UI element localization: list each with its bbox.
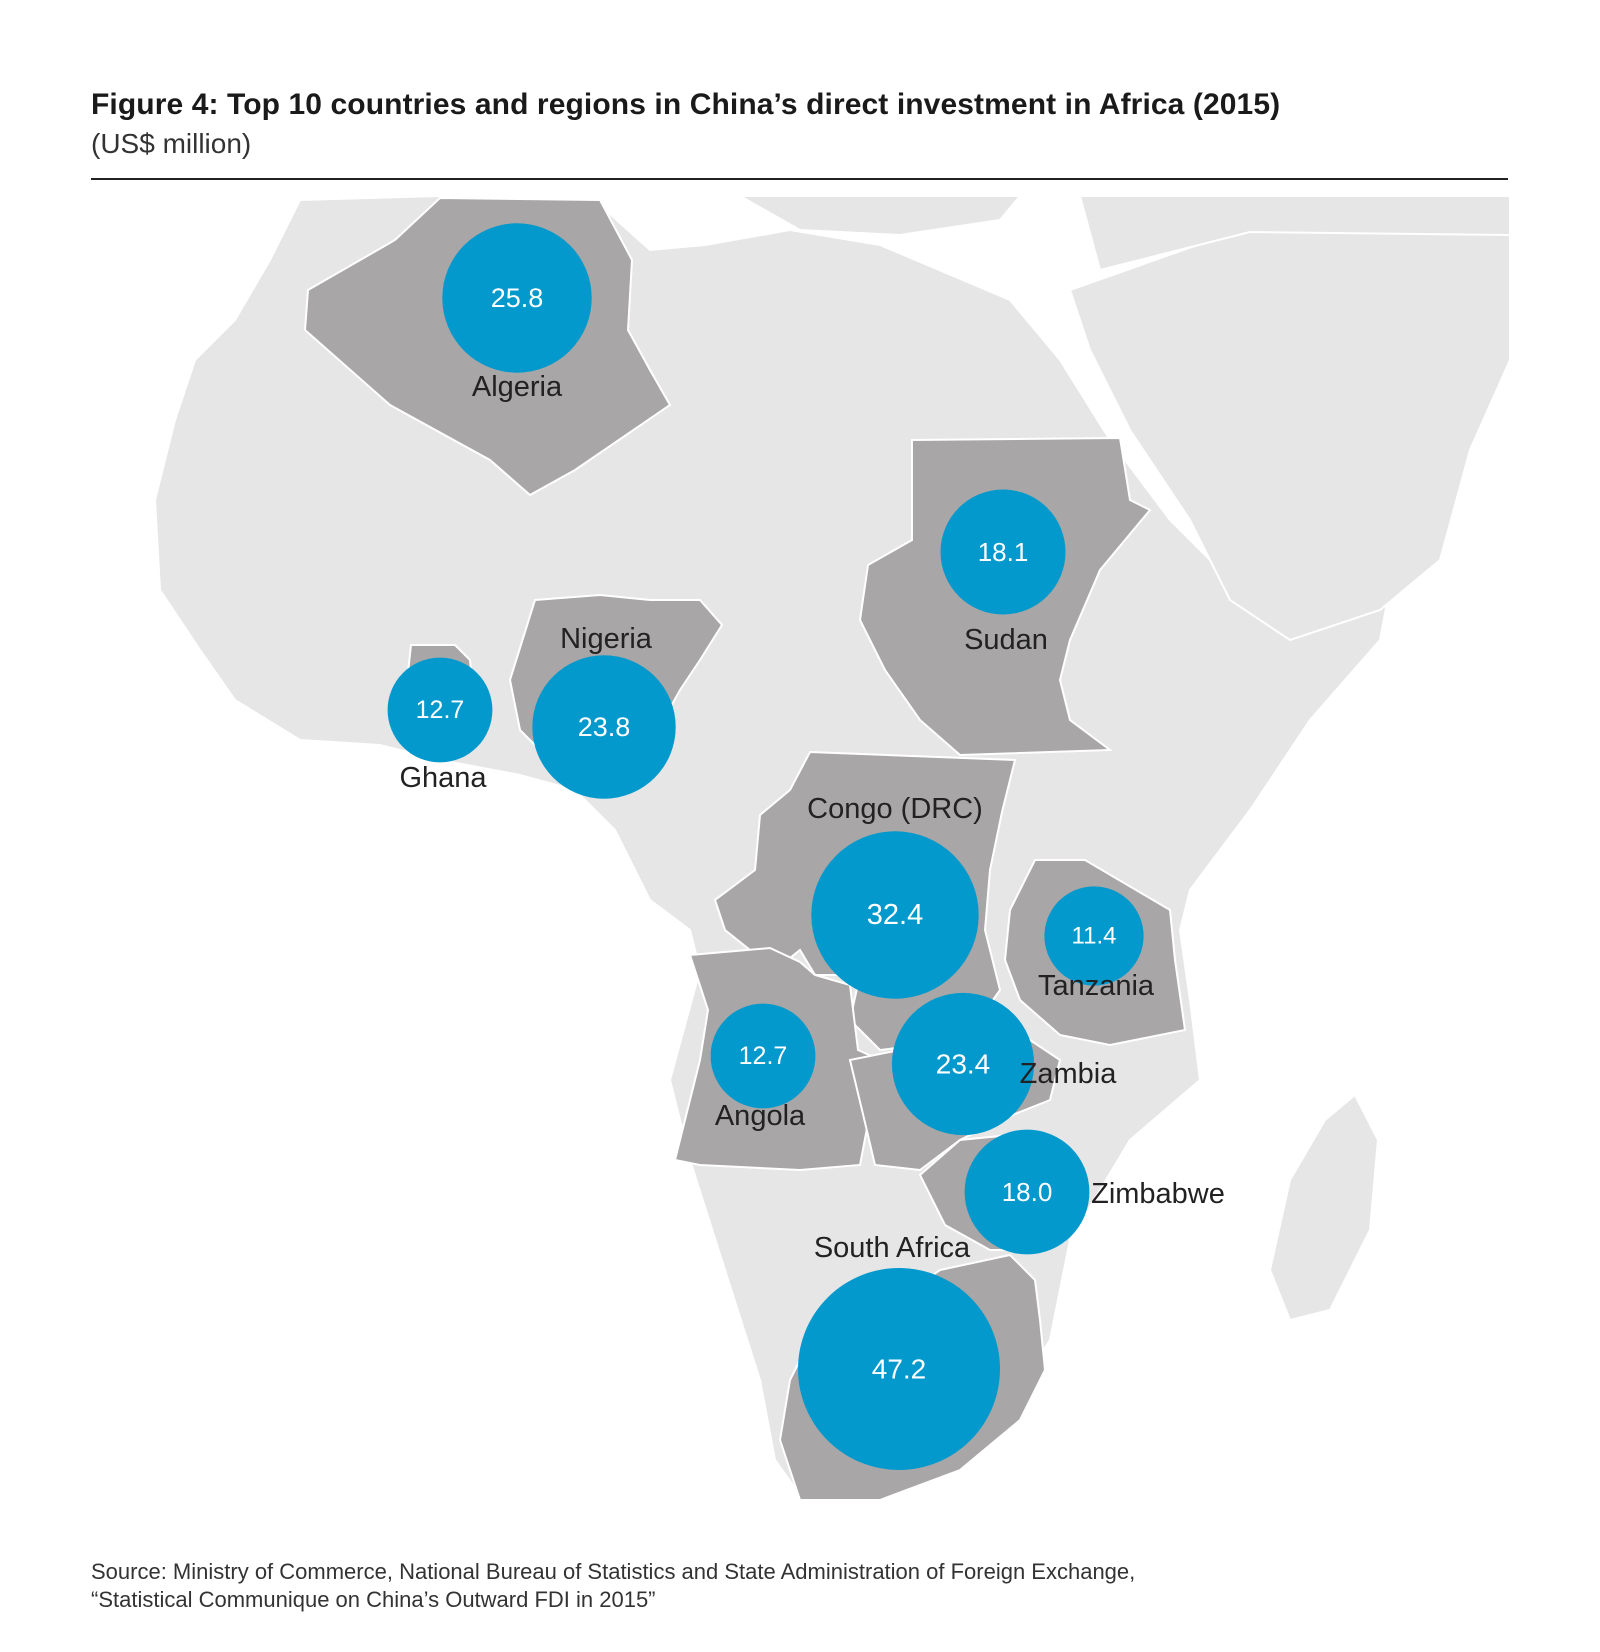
zimbabwe-name-label: Zimbabwe <box>1091 1178 1225 1210</box>
ghana-value-label: 12.7 <box>416 696 465 724</box>
nigeria-name-label: Nigeria <box>560 623 653 655</box>
algeria-bubble <box>442 223 592 373</box>
sudan-value-label: 18.1 <box>978 537 1029 567</box>
title-rule <box>91 178 1508 180</box>
sudan-bubble <box>940 489 1066 615</box>
angola-name-label: Angola <box>715 1100 806 1132</box>
figure-subtitle: (US$ million) <box>91 128 252 159</box>
zambia-bubble <box>891 992 1035 1136</box>
source-note: Source: Ministry of Commerce, National B… <box>91 1558 1135 1614</box>
madagascar <box>1268 1093 1380 1322</box>
nigeria-value-label: 23.8 <box>578 712 631 742</box>
zimbabwe-bubble <box>964 1129 1090 1255</box>
angola-bubble <box>710 1003 816 1109</box>
tanzania-value-label: 11.4 <box>1072 923 1117 950</box>
nigeria-bubble <box>532 655 676 799</box>
tanzania-bubble <box>1044 886 1144 986</box>
ghana-bubble <box>387 657 493 763</box>
south-africa-bubble <box>798 1268 1000 1470</box>
zimbabwe-value-label: 18.0 <box>1002 1177 1053 1207</box>
zambia-value-label: 23.4 <box>936 1049 991 1080</box>
angola-value-label: 12.7 <box>739 1042 788 1070</box>
zambia-name-label: Zambia <box>1020 1058 1118 1090</box>
tanzania-name-label: Tanzania <box>1038 970 1155 1002</box>
congo-drc-bubble <box>811 831 979 999</box>
sudan-name-label: Sudan <box>964 624 1048 656</box>
south-africa-name-label: South Africa <box>814 1232 971 1264</box>
source-line-2: “Statistical Communique on China’s Outwa… <box>91 1587 656 1612</box>
algeria-name-label: Algeria <box>472 371 563 403</box>
middle-east-north <box>1078 195 1511 272</box>
europe-sliver <box>736 195 1023 237</box>
south-africa-value-label: 47.2 <box>872 1354 927 1385</box>
figure-title: Figure 4: Top 10 countries and regions i… <box>91 88 1281 121</box>
algeria-value-label: 25.8 <box>491 283 544 313</box>
source-line-1: Source: Ministry of Commerce, National B… <box>91 1559 1136 1584</box>
ghana-name-label: Ghana <box>399 762 487 794</box>
investment-bubbles: 25.8 Algeria 18.1 Sudan 23.8 Nigeria 12.7 Ghana… <box>387 223 1225 1470</box>
congo-drc-value-label: 32.4 <box>867 899 923 931</box>
congo-drc-name-label: Congo (DRC) <box>807 793 983 825</box>
